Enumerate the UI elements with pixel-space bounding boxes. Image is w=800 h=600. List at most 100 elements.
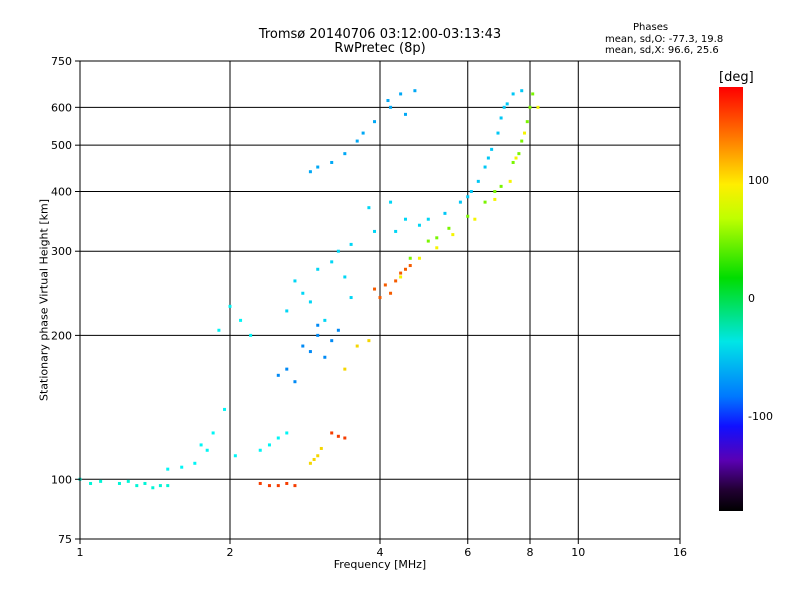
echo-point bbox=[99, 479, 103, 483]
echo-point bbox=[349, 296, 353, 300]
x-tick-label: 1 bbox=[77, 546, 84, 559]
echo-point bbox=[469, 189, 473, 193]
echo-point bbox=[373, 229, 377, 233]
echo-point bbox=[343, 152, 347, 156]
echo-point bbox=[386, 99, 390, 103]
echo-point bbox=[158, 484, 162, 488]
echo-point bbox=[285, 481, 289, 485]
echo-point bbox=[435, 246, 439, 250]
echo-point bbox=[89, 481, 93, 485]
echo-point bbox=[511, 160, 515, 164]
echo-point bbox=[473, 217, 477, 221]
colorbar-tick-label: 0 bbox=[748, 292, 755, 305]
y-tick-label: 400 bbox=[51, 185, 72, 198]
echo-point bbox=[486, 156, 490, 160]
echo-point bbox=[349, 242, 353, 246]
echo-point bbox=[151, 486, 155, 490]
echo-point bbox=[517, 152, 521, 156]
echo-point bbox=[276, 373, 280, 377]
y-tick-label: 300 bbox=[51, 245, 72, 258]
echo-point bbox=[249, 333, 253, 337]
echo-point bbox=[308, 300, 312, 304]
echo-point bbox=[435, 236, 439, 240]
echo-point bbox=[276, 484, 280, 488]
echo-point bbox=[323, 355, 327, 359]
echo-point bbox=[373, 120, 377, 124]
echo-point bbox=[319, 446, 323, 450]
echo-point bbox=[502, 105, 506, 109]
echo-point bbox=[223, 407, 227, 411]
echo-point bbox=[531, 92, 535, 96]
echo-point bbox=[511, 92, 515, 96]
colorbar-label: [deg] bbox=[719, 70, 754, 85]
echo-point bbox=[403, 112, 407, 116]
echo-point bbox=[490, 147, 494, 151]
echo-point bbox=[493, 197, 497, 201]
echo-point bbox=[426, 239, 430, 243]
echo-point bbox=[293, 484, 297, 488]
echo-point bbox=[330, 339, 334, 343]
echo-point bbox=[308, 170, 312, 174]
echo-point bbox=[336, 249, 340, 253]
echo-point bbox=[285, 309, 289, 313]
echo-point bbox=[399, 271, 403, 275]
echo-point bbox=[166, 484, 170, 488]
echo-point bbox=[308, 350, 312, 354]
echo-point bbox=[466, 214, 470, 218]
y-tick-label: 600 bbox=[51, 101, 72, 114]
echo-point bbox=[267, 484, 271, 488]
echo-points bbox=[78, 89, 540, 490]
echo-point bbox=[466, 195, 470, 199]
echo-point bbox=[117, 481, 121, 485]
x-tick-label: 16 bbox=[673, 546, 687, 559]
echo-point bbox=[312, 457, 316, 461]
echo-point bbox=[394, 229, 398, 233]
echo-point bbox=[258, 481, 262, 485]
echo-point bbox=[336, 328, 340, 332]
echo-point bbox=[316, 454, 320, 458]
echo-point bbox=[476, 179, 480, 183]
echo-point bbox=[285, 367, 289, 371]
colorbar-tick-label: -100 bbox=[748, 409, 773, 423]
echo-point bbox=[394, 279, 398, 283]
echo-point bbox=[343, 367, 347, 371]
echo-point bbox=[493, 189, 497, 193]
echo-point bbox=[316, 267, 320, 271]
x-tick-label: 2 bbox=[227, 546, 234, 559]
grid-lines bbox=[80, 61, 680, 539]
echo-point bbox=[417, 223, 421, 227]
echo-point bbox=[417, 256, 421, 260]
chart-title: Tromsø 20140706 03:12:00-03:13:43 bbox=[258, 27, 502, 42]
echo-point bbox=[413, 89, 417, 93]
x-tick-label: 8 bbox=[527, 546, 534, 559]
echo-point bbox=[496, 131, 500, 135]
echo-point bbox=[458, 200, 462, 204]
echo-point bbox=[193, 461, 197, 465]
echo-point bbox=[499, 116, 503, 120]
echo-point bbox=[166, 467, 170, 471]
echo-point bbox=[525, 120, 529, 124]
echo-point bbox=[135, 484, 139, 488]
echo-point bbox=[536, 105, 540, 109]
y-tick-label: 100 bbox=[51, 473, 72, 486]
echo-point bbox=[408, 256, 412, 260]
y-tick-label: 750 bbox=[51, 55, 72, 68]
echo-point bbox=[336, 434, 340, 438]
x-tick-label: 10 bbox=[571, 546, 585, 559]
echo-point bbox=[403, 217, 407, 221]
echo-point bbox=[499, 184, 503, 188]
echo-point bbox=[126, 479, 130, 483]
echo-point bbox=[389, 200, 393, 204]
echo-point bbox=[239, 318, 243, 322]
echo-point bbox=[199, 443, 203, 447]
chart-subtitle: RwPretec (8p) bbox=[334, 41, 426, 56]
echo-point bbox=[443, 211, 447, 215]
echo-point bbox=[301, 291, 305, 295]
echo-point bbox=[373, 287, 377, 291]
echo-point bbox=[180, 465, 184, 469]
y-tick-label: 200 bbox=[51, 329, 72, 342]
echo-point bbox=[523, 131, 527, 135]
echo-point bbox=[211, 431, 215, 435]
echo-point bbox=[505, 102, 509, 106]
